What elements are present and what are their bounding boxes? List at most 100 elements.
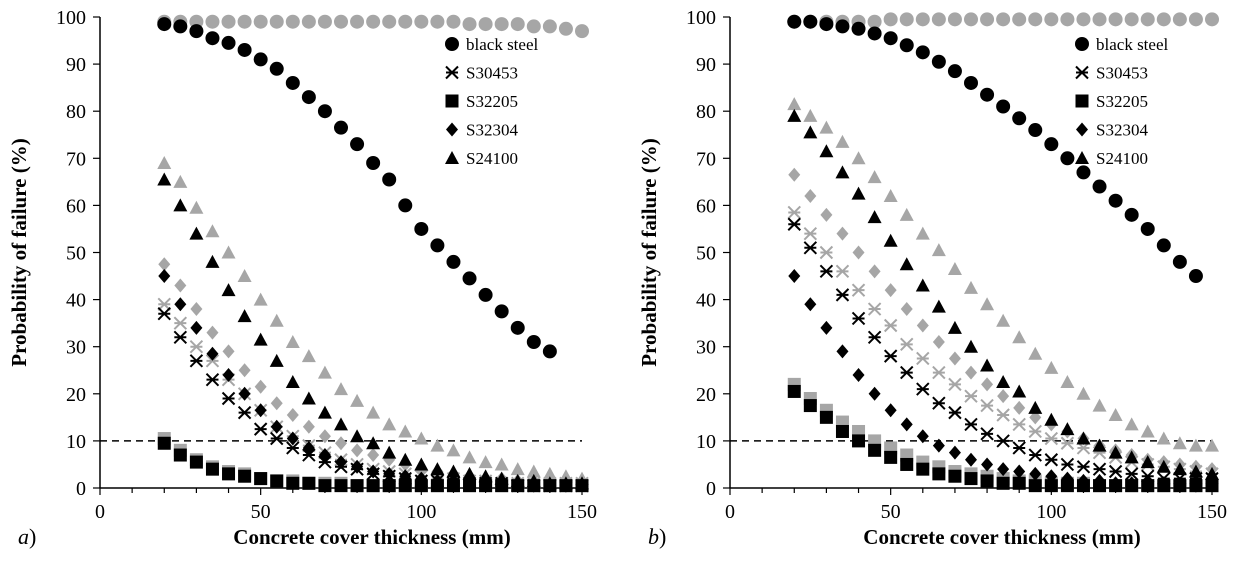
data-point bbox=[883, 188, 898, 202]
data-point bbox=[1028, 424, 1042, 439]
data-point bbox=[947, 64, 962, 79]
data-point bbox=[302, 448, 316, 462]
data-point bbox=[366, 479, 380, 493]
y-tick-label: 100 bbox=[56, 7, 86, 29]
data-point bbox=[948, 405, 962, 420]
data-point bbox=[836, 226, 849, 241]
data-point bbox=[510, 17, 525, 32]
data-point bbox=[835, 165, 850, 179]
data-point bbox=[206, 346, 219, 361]
data-point bbox=[1189, 478, 1202, 493]
data-point bbox=[382, 172, 397, 187]
data-point bbox=[270, 474, 284, 488]
data-point bbox=[820, 207, 833, 222]
data-point bbox=[916, 318, 929, 333]
data-point bbox=[915, 45, 930, 60]
data-point bbox=[446, 254, 461, 269]
data-point bbox=[382, 445, 397, 459]
data-point bbox=[804, 297, 817, 312]
x-tick-label: 50 bbox=[881, 501, 901, 523]
data-point bbox=[157, 172, 172, 186]
data-point bbox=[575, 476, 589, 490]
data-point bbox=[350, 393, 365, 407]
data-point bbox=[542, 19, 557, 34]
data-point bbox=[1044, 12, 1059, 27]
data-point bbox=[221, 35, 236, 50]
data-point bbox=[1092, 438, 1107, 452]
data-point bbox=[787, 384, 801, 398]
data-point bbox=[867, 170, 882, 184]
data-point bbox=[787, 14, 802, 29]
data-point bbox=[964, 389, 978, 403]
data-point bbox=[1028, 448, 1042, 462]
data-point bbox=[1044, 137, 1059, 152]
data-point bbox=[302, 419, 315, 434]
data-point bbox=[932, 467, 946, 481]
data-point bbox=[820, 320, 833, 335]
data-point bbox=[1188, 464, 1203, 478]
data-point bbox=[173, 174, 188, 188]
y-tick-label: 0 bbox=[706, 478, 716, 500]
data-point bbox=[269, 61, 284, 76]
data-point bbox=[462, 271, 477, 286]
legend-marker bbox=[445, 94, 459, 108]
data-point bbox=[884, 403, 897, 418]
data-point bbox=[1076, 386, 1091, 400]
data-point bbox=[398, 452, 413, 466]
y-tick-label: 80 bbox=[696, 101, 716, 123]
data-point bbox=[415, 471, 428, 486]
data-point bbox=[366, 14, 381, 29]
data-point bbox=[804, 188, 817, 203]
data-point bbox=[899, 38, 914, 53]
data-point bbox=[190, 302, 203, 317]
data-point bbox=[510, 320, 525, 335]
data-point bbox=[1108, 193, 1123, 208]
data-point bbox=[996, 12, 1011, 27]
y-tick-label: 70 bbox=[696, 148, 716, 170]
data-point bbox=[1060, 457, 1075, 472]
y-tick-label: 70 bbox=[66, 148, 86, 170]
data-point bbox=[965, 365, 977, 380]
data-point bbox=[1044, 360, 1059, 374]
data-point bbox=[335, 455, 347, 470]
data-point bbox=[980, 87, 995, 102]
data-point bbox=[398, 479, 412, 493]
x-tick-label: 100 bbox=[1036, 501, 1066, 523]
x-tick-label: 50 bbox=[251, 501, 271, 523]
data-point bbox=[1045, 469, 1058, 484]
data-point bbox=[173, 330, 188, 344]
data-point bbox=[899, 257, 914, 271]
data-point bbox=[980, 474, 994, 488]
data-point bbox=[270, 431, 284, 446]
data-point bbox=[157, 156, 172, 170]
data-point bbox=[286, 431, 299, 446]
data-point bbox=[1060, 375, 1075, 389]
data-point bbox=[334, 382, 348, 396]
data-point bbox=[787, 217, 801, 231]
data-point bbox=[900, 457, 914, 471]
data-point bbox=[205, 354, 220, 368]
data-point bbox=[803, 108, 818, 122]
data-point bbox=[1156, 459, 1171, 473]
data-point bbox=[366, 405, 381, 419]
data-point bbox=[1060, 12, 1075, 27]
data-point bbox=[462, 450, 477, 464]
legend-label: S24100 bbox=[466, 149, 518, 168]
data-point bbox=[1060, 479, 1074, 493]
data-point bbox=[996, 408, 1010, 422]
x-tick-label: 0 bbox=[725, 501, 735, 523]
data-point bbox=[819, 245, 834, 260]
data-point bbox=[867, 14, 882, 29]
data-point bbox=[317, 365, 332, 379]
data-point bbox=[1140, 424, 1155, 438]
data-point bbox=[1140, 221, 1155, 236]
data-point bbox=[916, 351, 930, 366]
data-point bbox=[431, 473, 444, 488]
data-point bbox=[253, 332, 268, 346]
legend-marker bbox=[1075, 94, 1089, 108]
data-point bbox=[189, 24, 204, 39]
data-point bbox=[1061, 471, 1074, 486]
data-point bbox=[494, 457, 509, 471]
data-point bbox=[414, 479, 428, 493]
data-point bbox=[318, 448, 331, 463]
